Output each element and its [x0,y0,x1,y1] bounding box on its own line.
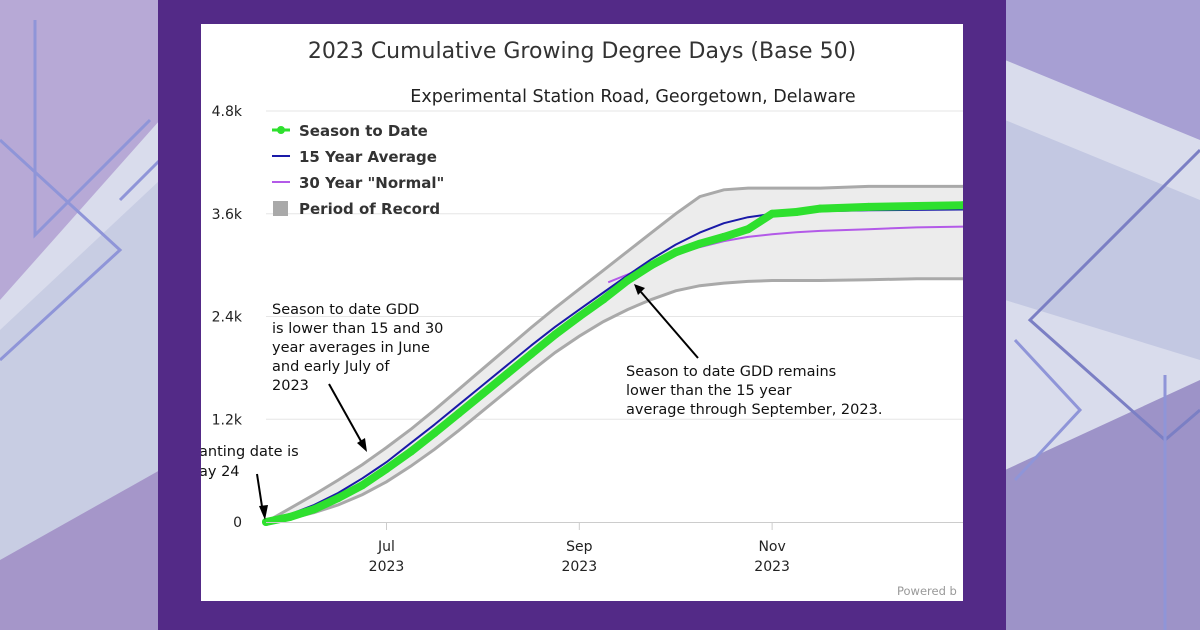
background-shape-left-mid [0,180,160,560]
chart-legend: Season to Date 15 Year Average 30 Year "… [272,122,444,218]
y-tick-label-1: 1.2k [212,412,243,428]
tick-layer: 0 1.2k 2.4k 3.6k 4.8k Jul 2023 Sep 2023 Nov 2023 [212,104,790,575]
legend-swatch-record [273,201,288,216]
gdd-chart: 0 1.2k 2.4k 3.6k 4.8k Jul 2023 Sep 2023 Nov 2023 2… [201,39,963,598]
background-shape-right-top [1005,0,1200,140]
x-tick-year-2: 2023 [754,559,790,575]
background-shape-right-bottom [1005,380,1200,630]
annotation-sept-arrowhead [634,284,645,295]
season-point[interactable] [310,505,319,514]
annotation-sept: Season to date GDD remains lower than th… [626,284,882,418]
x-tick-month-0: Jul [377,539,395,555]
record-band-upper-edge [265,184,963,524]
legend-label-avg15: 15 Year Average [299,148,437,166]
season-point[interactable] [912,202,921,210]
annotation-planting: anting date is ay 24 [201,444,299,520]
background-shape-left-top [0,0,160,300]
legend-item-normal30[interactable]: 30 Year "Normal" [272,174,444,192]
record-band-area[interactable] [266,186,963,522]
annotation-june-line-2: is lower than 15 and 30 [272,321,443,337]
band-layer [265,184,963,524]
season-point[interactable] [695,239,704,248]
season-point[interactable] [503,369,511,378]
annotation-june-arrowhead [357,438,367,452]
chart-panel: 0 1.2k 2.4k 3.6k 4.8k Jul 2023 Sep 2023 Nov 2023 2… [201,24,963,601]
season-point[interactable] [358,481,367,490]
legend-label-record: Period of Record [299,200,440,218]
annotation-sept-line-1: Season to date GDD remains [626,364,836,380]
season-point[interactable] [959,201,963,210]
series-line-avg15[interactable] [265,208,963,523]
series-layer [262,201,963,526]
background-line-left-3 [118,158,162,202]
annotation-june-line-5: 2023 [272,378,309,394]
season-point[interactable] [647,261,656,270]
season-point[interactable] [792,208,801,216]
x-tick-month-1: Sep [566,539,593,555]
background-line-right-1 [1027,148,1200,442]
season-point[interactable] [334,494,343,502]
x-tick-year-0: 2023 [369,559,405,575]
season-point[interactable] [816,204,825,213]
season-point[interactable] [551,330,560,339]
y-tick-label-0: 0 [233,515,242,531]
chart-title: 2023 Cumulative Growing Degree Days (Bas… [308,39,856,64]
legend-item-season[interactable]: Season to Date [272,122,428,140]
legend-item-record[interactable]: Period of Record [273,200,440,218]
y-tick-label-3: 3.6k [212,207,243,223]
annotation-planting-line-2: ay 24 [201,464,240,480]
annotation-june: Season to date GDD is lower than 15 and … [272,302,443,452]
y-tick-label-2: 2.4k [212,310,243,326]
season-point[interactable] [454,409,463,418]
season-point[interactable] [599,295,608,304]
season-point[interactable] [527,350,536,359]
annotation-sept-line-2: lower than the 15 year [626,383,792,399]
x-tick-year-1: 2023 [561,559,597,575]
season-point[interactable] [671,248,680,257]
annotation-sept-arrow-shaft [640,291,699,359]
season-point[interactable] [623,276,632,285]
season-point[interactable] [719,232,728,241]
season-point[interactable] [406,447,415,456]
annotation-june-line-1: Season to date GDD [272,302,419,318]
annotation-june-line-3: year averages in June [272,340,430,356]
season-point[interactable] [575,312,584,321]
background-line-left-1 [33,20,152,239]
background-line-left-2 [0,138,123,362]
legend-label-season: Season to Date [299,122,428,140]
x-tick-month-2: Nov [758,539,785,555]
annotations: anting date is ay 24 Season to date GDD … [201,284,882,520]
background-shape-right-mid [1005,120,1200,360]
legend-marker-season [277,126,285,134]
annotation-planting-arrowhead [259,505,268,520]
record-band-lower-edge [265,277,963,524]
season-point[interactable] [382,464,391,473]
season-point[interactable] [430,428,439,437]
background-line-right-2 [1013,338,1083,482]
season-point[interactable] [286,512,295,521]
chart-credit[interactable]: Powered b [897,584,957,598]
legend-label-normal30: 30 Year "Normal" [299,174,444,192]
season-point[interactable] [768,209,777,218]
chart-subtitle: Experimental Station Road, Georgetown, D… [410,87,855,107]
background-shape-left-bottom [0,470,160,630]
y-tick-label-4: 4.8k [212,104,243,120]
season-point[interactable] [864,202,873,211]
annotation-june-arrow-shaft [328,383,363,444]
season-point[interactable] [744,225,752,234]
annotation-sept-line-3: average through September, 2023. [626,402,882,418]
legend-item-avg15[interactable]: 15 Year Average [272,148,437,166]
annotation-june-line-4: and early July of [272,359,390,375]
annotation-planting-line-1: anting date is [201,444,299,460]
season-point[interactable] [478,389,487,398]
